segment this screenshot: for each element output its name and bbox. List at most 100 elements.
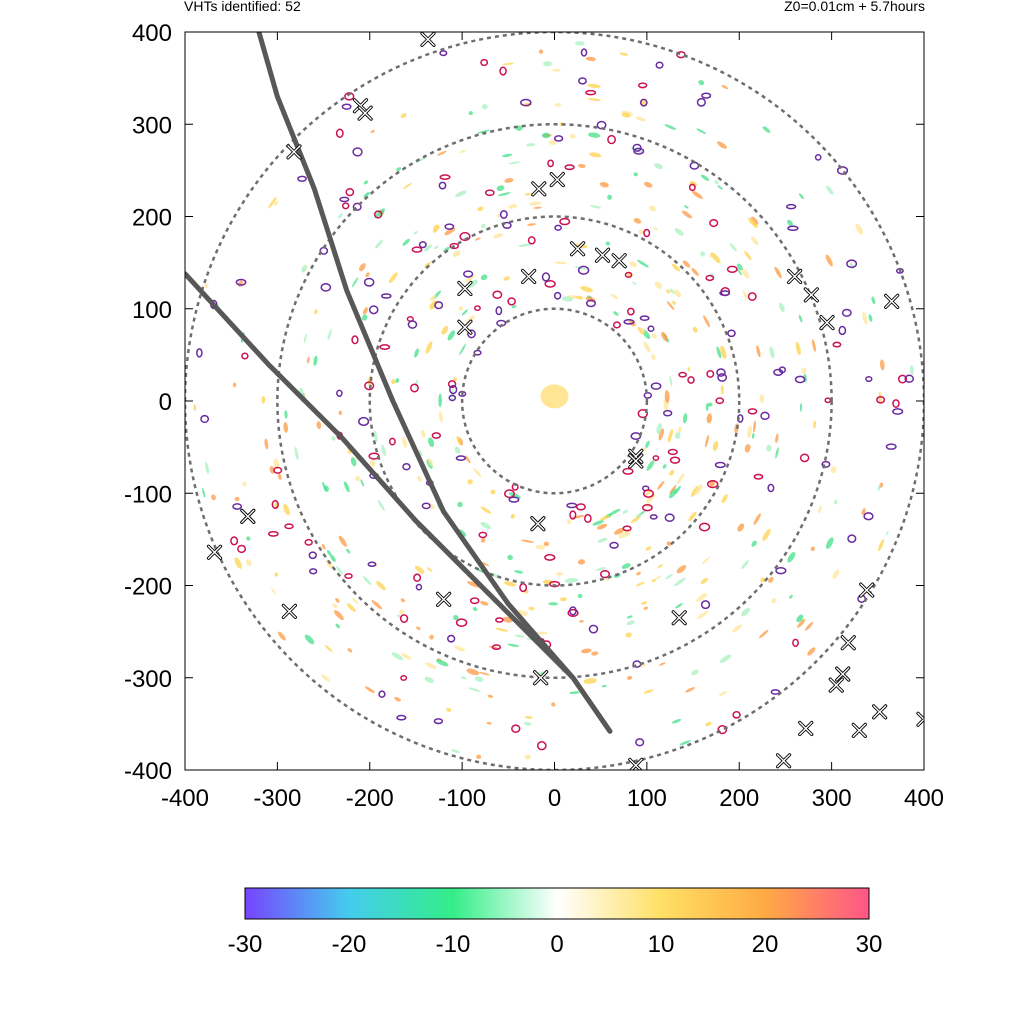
field-blob xyxy=(826,537,834,549)
field-blob xyxy=(760,577,766,583)
field-blob xyxy=(654,575,662,580)
field-blob xyxy=(641,601,647,605)
field-blob xyxy=(399,609,405,615)
vorticity-contour xyxy=(527,236,536,245)
vorticity-contour xyxy=(448,394,457,402)
field-blob xyxy=(679,740,691,746)
field-blob xyxy=(496,185,505,192)
vorticity-contour xyxy=(459,231,471,242)
vorticity-contour xyxy=(499,66,507,76)
y-tick-label: 100 xyxy=(132,297,172,324)
field-blob xyxy=(426,567,433,572)
vorticity-contour xyxy=(719,290,731,297)
field-blob xyxy=(388,272,398,284)
field-blob xyxy=(871,296,876,305)
field-blob xyxy=(502,153,513,158)
field-blob xyxy=(424,676,435,684)
radius-ring xyxy=(276,123,833,679)
field-blob xyxy=(543,541,550,547)
field-blob xyxy=(759,394,765,403)
field-blob xyxy=(621,563,631,569)
field-blob xyxy=(564,578,579,583)
field-blob xyxy=(543,61,553,67)
vorticity-contour xyxy=(747,292,757,301)
vht-marker xyxy=(436,591,452,607)
vht-marker xyxy=(884,293,900,309)
vorticity-contour xyxy=(335,128,344,138)
field-blob xyxy=(468,687,481,692)
field-blob xyxy=(832,569,840,580)
field-blob xyxy=(396,167,402,172)
vorticity-contour xyxy=(624,271,633,278)
field-blob xyxy=(455,190,467,198)
field-blob xyxy=(456,435,462,445)
field-blob xyxy=(659,662,666,666)
vht-marker xyxy=(798,720,814,737)
vorticity-contour xyxy=(630,432,642,441)
vorticity-contour xyxy=(367,561,377,568)
field-blob xyxy=(473,468,482,478)
vorticity-contour xyxy=(732,711,741,719)
field-blob xyxy=(548,602,558,606)
field-blob xyxy=(751,540,757,547)
field-blob xyxy=(621,112,631,118)
field-blob xyxy=(633,172,638,177)
vorticity-contour xyxy=(449,242,459,250)
field-blob xyxy=(504,178,514,183)
field-blob xyxy=(643,341,651,353)
field-blob xyxy=(351,277,359,288)
field-blob xyxy=(796,614,804,623)
field-blob xyxy=(721,494,728,504)
field-blob xyxy=(246,536,251,541)
x-tick-label: -300 xyxy=(253,785,301,812)
field-blob xyxy=(321,543,326,550)
field-blob xyxy=(605,241,611,246)
vorticity-contour xyxy=(701,92,712,99)
field-blob xyxy=(402,238,410,246)
vorticity-contour xyxy=(235,278,247,286)
field-blob xyxy=(669,375,673,387)
vorticity-contour xyxy=(351,335,359,345)
field-blob xyxy=(533,206,542,209)
field-blob xyxy=(450,749,461,754)
vht-markers xyxy=(206,32,924,770)
field-blob xyxy=(750,236,759,246)
field-blob xyxy=(608,508,621,516)
field-blob xyxy=(638,229,644,235)
vorticity-contour xyxy=(669,456,681,464)
field-blob xyxy=(321,674,330,682)
field-blob xyxy=(751,432,755,439)
field-blob xyxy=(714,180,719,185)
field-blob xyxy=(381,444,387,457)
field-blob xyxy=(326,549,332,556)
field-blob xyxy=(304,634,315,645)
vorticity-contour xyxy=(499,209,508,219)
field-blob xyxy=(588,98,601,102)
vorticity-contour xyxy=(706,480,719,489)
field-blob xyxy=(508,204,518,209)
field-blob xyxy=(797,618,806,628)
field-blob xyxy=(691,190,703,199)
vht-marker xyxy=(835,666,851,682)
run-info-label: Z0=0.01cm + 5.7hours xyxy=(784,0,925,14)
field-blob xyxy=(472,607,478,611)
field-blob xyxy=(885,531,889,536)
vht-marker xyxy=(530,516,546,532)
vorticity-contour xyxy=(775,567,787,575)
field-blob xyxy=(658,428,665,441)
field-blob xyxy=(632,281,637,285)
vorticity-contour xyxy=(200,414,210,424)
field-blob xyxy=(709,254,713,258)
vorticity-contour xyxy=(714,461,726,469)
vorticity-contour xyxy=(547,159,554,168)
field-blob xyxy=(242,481,247,487)
field-blob xyxy=(444,227,456,236)
field-blob xyxy=(232,382,237,388)
field-blob xyxy=(879,359,885,371)
field-blob xyxy=(438,393,442,408)
field-blob xyxy=(490,489,496,495)
field-blob xyxy=(674,228,684,236)
field-blob xyxy=(669,469,675,476)
field-blob xyxy=(622,509,629,514)
field-blob xyxy=(554,103,562,107)
